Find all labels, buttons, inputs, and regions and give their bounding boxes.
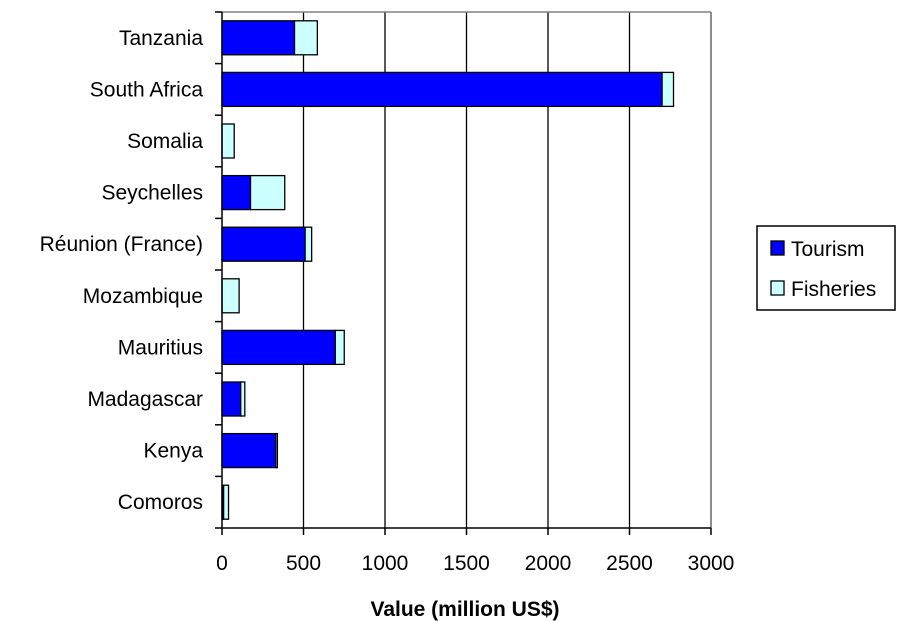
x-tick-labels: 0 500 1000 1500 2000 2500 3000 xyxy=(216,552,734,575)
bar-tourism-7 xyxy=(221,329,336,366)
bar-fisheries-3 xyxy=(221,123,235,159)
bar-fisheries-10 xyxy=(222,484,230,520)
category-label: Seychelles xyxy=(101,182,203,205)
bar-fisheries-6 xyxy=(221,278,240,314)
x-tick-label: 1000 xyxy=(362,552,409,575)
category-label: Madagascar xyxy=(87,388,203,411)
category-labels: Tanzania South Africa Somalia Seychelles Réu… xyxy=(40,27,204,514)
bar-fisheries-1 xyxy=(293,20,319,56)
legend-swatch-fisheries xyxy=(770,280,785,296)
bar-tourism-9 xyxy=(221,432,277,469)
bar-tourism-5 xyxy=(221,226,306,262)
bar-fisheries-5 xyxy=(304,226,313,262)
category-label: Comoros xyxy=(118,491,203,514)
x-tick-label: 500 xyxy=(286,552,321,575)
category-label: Kenya xyxy=(143,440,203,463)
legend-label-fisheries: Fisheries xyxy=(791,278,876,301)
category-label: Tanzania xyxy=(119,27,203,50)
bars xyxy=(221,20,675,520)
axes xyxy=(215,11,712,535)
bar-fisheries-9 xyxy=(275,432,279,469)
bar-fisheries-8 xyxy=(240,381,246,417)
category-label: Somalia xyxy=(127,130,203,153)
category-label: Mozambique xyxy=(83,285,203,308)
x-tick-label: 0 xyxy=(216,552,228,575)
category-label: Mauritius xyxy=(118,336,203,359)
bar-tourism-1 xyxy=(221,20,296,56)
category-label: Réunion (France) xyxy=(40,233,203,256)
bar-tourism-2 xyxy=(221,71,663,108)
legend-box xyxy=(756,225,896,311)
bar-fisheries-4 xyxy=(249,174,286,211)
x-tick-label: 2500 xyxy=(606,552,653,575)
legend: Tourism Fisheries xyxy=(756,225,896,311)
x-tick-label: 3000 xyxy=(688,552,735,575)
legend-label-tourism: Tourism xyxy=(791,238,865,261)
x-tick-label: 2000 xyxy=(525,552,572,575)
bar-fisheries-7 xyxy=(334,329,345,366)
bar-fisheries-2 xyxy=(661,71,675,108)
bar-tourism-8 xyxy=(221,381,242,417)
category-label: South Africa xyxy=(90,78,204,101)
bar-tourism-4 xyxy=(221,174,252,211)
x-axis-title: Value (million US$) xyxy=(370,598,559,621)
legend-swatch-tourism xyxy=(770,240,785,256)
x-tick-label: 1500 xyxy=(443,552,490,575)
